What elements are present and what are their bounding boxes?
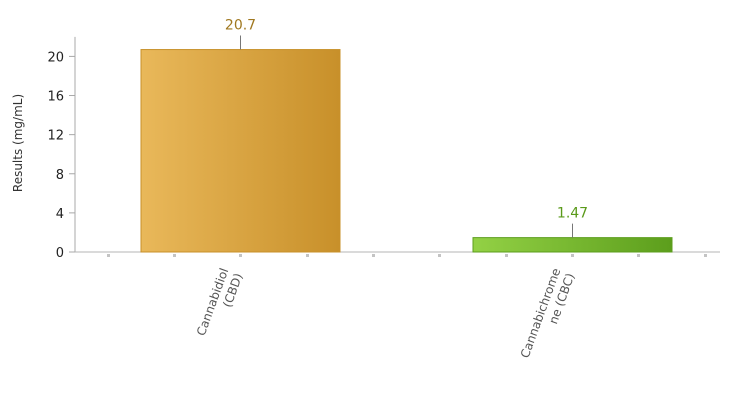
y-tick-label: 0 <box>56 246 64 261</box>
x-axis-dot <box>438 254 441 257</box>
x-axis-dot <box>306 254 309 257</box>
x-axis-dot <box>571 254 574 257</box>
x-axis-dot <box>372 254 375 257</box>
y-tick-label: 4 <box>56 207 64 222</box>
x-axis <box>75 251 720 257</box>
y-tick-label: 12 <box>47 129 64 144</box>
bars <box>140 49 673 253</box>
x-axis-dot <box>173 254 176 257</box>
data-labels: 20.7 1.47 <box>225 18 588 238</box>
data-label: 20.7 <box>225 18 256 34</box>
y-tick-label: 20 <box>47 50 64 65</box>
data-label: 1.47 <box>557 206 588 222</box>
y-axis: 0 4 8 12 16 20 <box>47 36 76 261</box>
y-tick-label: 8 <box>56 168 64 183</box>
x-axis-dot <box>505 254 508 257</box>
x-axis-dot <box>704 254 707 257</box>
x-category-label: Cannabidiol(CBD) <box>194 266 245 337</box>
bar <box>472 237 673 253</box>
bar <box>140 49 341 253</box>
y-tick-label: 16 <box>47 90 64 105</box>
x-axis-dot <box>107 254 110 257</box>
x-axis-dot <box>637 254 640 257</box>
y-axis-title: Results (mg/mL) <box>11 94 25 192</box>
x-axis-dot <box>239 254 242 257</box>
